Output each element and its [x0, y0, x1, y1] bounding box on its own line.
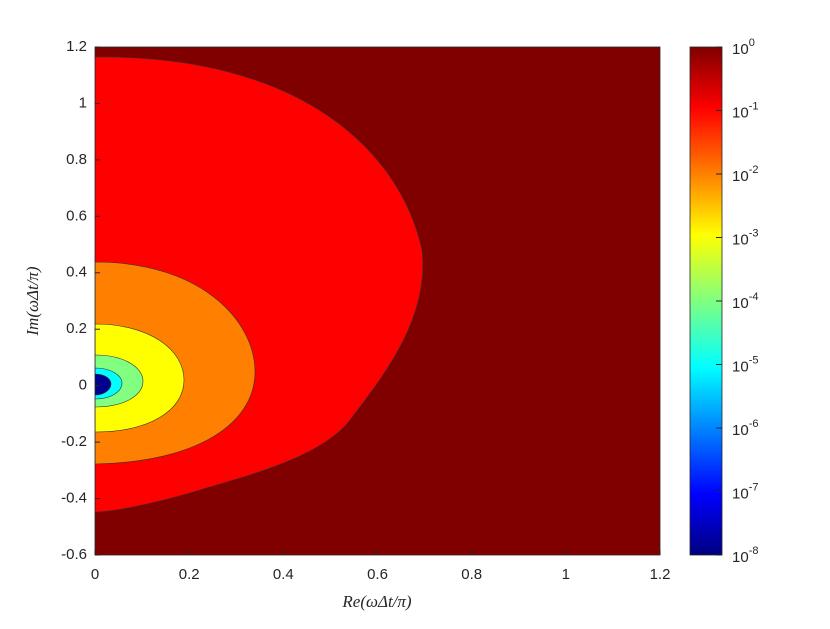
y-tick-label: 0.4: [66, 264, 87, 281]
colorbar-tick-label: 100: [732, 37, 755, 58]
y-tick-label: 0.2: [66, 320, 87, 337]
x-tick-label: 1.2: [650, 566, 671, 583]
tick-base: 10: [732, 549, 749, 566]
x-tick-label: 0.2: [179, 566, 200, 583]
x-tick-label: 0.4: [273, 566, 294, 583]
contour-region: [95, 373, 112, 396]
tick-base: 10: [732, 168, 749, 185]
y-tick-label: 0.8: [66, 151, 87, 168]
x-axis-label: Re(ωΔt/π): [341, 592, 412, 611]
tick-exponent: -7: [749, 481, 759, 493]
colorbar-tick-label: 10-5: [732, 354, 758, 375]
colorbar-tick-label: 10-3: [732, 227, 758, 248]
tick-base: 10: [732, 422, 749, 439]
y-tick-label: 1.2: [66, 38, 87, 55]
contour-area: [95, 47, 660, 555]
colorbar-tick-label: 10-6: [732, 418, 758, 439]
x-tick-label: 1: [562, 566, 570, 583]
x-tick-label: 0: [91, 566, 99, 583]
tick-base: 10: [732, 358, 749, 375]
x-tick-label: 0.6: [367, 566, 388, 583]
tick-exponent: -3: [749, 227, 759, 239]
tick-exponent: -1: [749, 100, 759, 112]
tick-base: 10: [732, 41, 749, 58]
colorbar-tick-label: 10-2: [732, 164, 758, 185]
tick-base: 10: [732, 295, 749, 312]
tick-exponent: -4: [749, 291, 759, 303]
tick-base: 10: [732, 231, 749, 248]
x-tick-label: 0.8: [461, 566, 482, 583]
tick-exponent: 0: [749, 37, 755, 49]
tick-exponent: -6: [749, 418, 759, 430]
y-tick-label: 0.6: [66, 207, 87, 224]
y-tick-label: -0.2: [61, 433, 87, 450]
colorbar-tick-label: 10-1: [732, 100, 758, 121]
y-tick-label: 0: [79, 377, 87, 394]
tick-exponent: -2: [749, 164, 759, 176]
tick-base: 10: [732, 485, 749, 502]
y-axis-label: Im(ωΔt/π): [23, 266, 42, 337]
y-tick-label: 1: [79, 94, 87, 111]
tick-exponent: -8: [749, 545, 759, 557]
tick-exponent: -5: [749, 354, 759, 366]
y-tick-label: -0.4: [61, 490, 87, 507]
tick-base: 10: [732, 104, 749, 121]
colorbar-tick-label: 10-4: [732, 291, 758, 312]
y-tick-label: -0.6: [61, 546, 87, 563]
colorbar-tick-label: 10-7: [732, 481, 758, 502]
colorbar-tick-label: 10-8: [732, 545, 758, 566]
